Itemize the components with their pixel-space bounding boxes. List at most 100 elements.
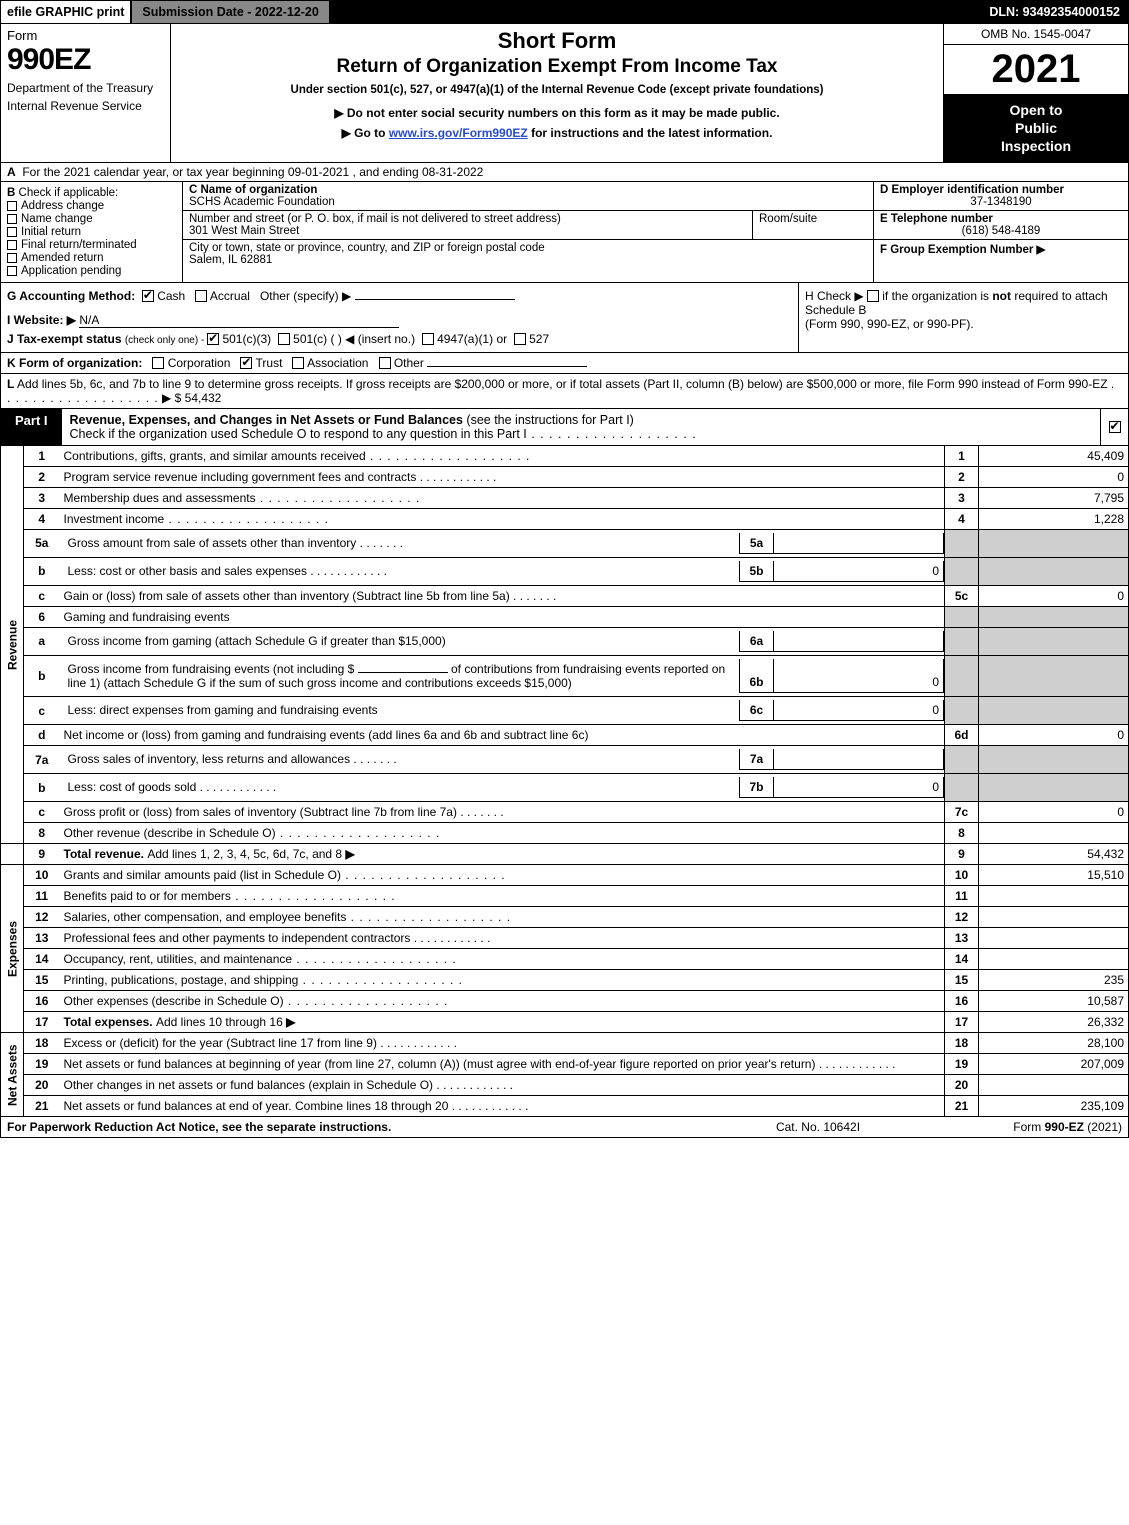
l6b-blank[interactable]	[358, 672, 448, 673]
shade7a	[945, 746, 979, 774]
part1-label: Part I	[1, 409, 62, 445]
a5c: 0	[979, 585, 1129, 606]
part1-check-line: Check if the organization used Schedule …	[70, 427, 527, 441]
d6c: Less: direct expenses from gaming and fu…	[68, 703, 378, 717]
shade7b	[945, 774, 979, 802]
chk-4947[interactable]	[422, 333, 434, 345]
open-3: Inspection	[948, 137, 1124, 155]
open-1: Open to	[948, 101, 1124, 119]
d11: Benefits paid to or for members	[64, 889, 231, 903]
n6a: a	[24, 627, 60, 655]
a11	[979, 886, 1129, 907]
n2: 2	[24, 466, 60, 487]
k-o4: Other	[394, 356, 424, 370]
chk-final-return[interactable]	[7, 240, 17, 250]
submission-date-button[interactable]: Submission Date - 2022-12-20	[130, 1, 330, 23]
chk-trust[interactable]	[240, 357, 252, 369]
omb-number: OMB No. 1545-0047	[944, 24, 1128, 45]
chk-501c[interactable]	[278, 333, 290, 345]
n6d: d	[24, 725, 60, 746]
b20: 20	[945, 1075, 979, 1096]
chk-application-pending[interactable]	[7, 266, 17, 276]
dots13	[410, 931, 490, 945]
chk-h[interactable]	[867, 290, 879, 302]
chk-part1-scho[interactable]	[1109, 421, 1121, 433]
b1: 1	[945, 446, 979, 467]
shade5b-amt	[979, 557, 1129, 585]
sb5a: 5a	[740, 533, 774, 554]
line-6b: b Gross income from fundraising events (…	[1, 655, 1129, 697]
n9: 9	[24, 844, 60, 865]
d7b: Less: cost of goods sold	[68, 780, 197, 794]
dots5a	[356, 536, 403, 550]
line-5c: c Gain or (loss) from sale of assets oth…	[1, 585, 1129, 606]
a21: 235,109	[979, 1096, 1129, 1117]
line-6: 6 Gaming and fundraising events	[1, 606, 1129, 627]
d21: Net assets or fund balances at end of ye…	[64, 1099, 449, 1113]
d9: Add lines 1, 2, 3, 4, 5c, 6d, 7c, and 8	[147, 847, 342, 861]
a17: 26,332	[979, 1012, 1129, 1033]
chk-accrual[interactable]	[195, 290, 207, 302]
line-4: 4 Investment income 4 1,228	[1, 508, 1129, 529]
chk-other-org[interactable]	[379, 357, 391, 369]
n6: 6	[24, 606, 60, 627]
chk-corp[interactable]	[152, 357, 164, 369]
header-left: Form 990EZ Department of the Treasury In…	[1, 24, 171, 162]
dots20	[433, 1078, 513, 1092]
b16: 16	[945, 991, 979, 1012]
dots19	[815, 1057, 895, 1071]
dots4	[164, 512, 329, 526]
b7c: 7c	[945, 802, 979, 823]
header-right: OMB No. 1545-0047 2021 Open to Public In…	[943, 24, 1128, 162]
n10: 10	[24, 865, 60, 886]
row-a-label: A	[7, 165, 16, 179]
g-other-line[interactable]	[355, 299, 515, 300]
dots15	[298, 973, 463, 987]
d6a: Gross income from gaming (attach Schedul…	[68, 634, 446, 648]
sa5b: 0	[774, 561, 944, 582]
room-label: Room/suite	[759, 213, 817, 225]
chk-501c3[interactable]	[207, 333, 219, 345]
chk-assoc[interactable]	[292, 357, 304, 369]
chk-address-change[interactable]	[7, 201, 17, 211]
d-label: D Employer identification number	[880, 184, 1064, 196]
chk-amended-return[interactable]	[7, 253, 17, 263]
irs-link[interactable]: www.irs.gov/Form990EZ	[389, 126, 528, 140]
a4: 1,228	[979, 508, 1129, 529]
chk-initial-return[interactable]	[7, 227, 17, 237]
d13: Professional fees and other payments to …	[64, 931, 411, 945]
a13	[979, 928, 1129, 949]
dots5c	[510, 589, 557, 603]
k-other-line[interactable]	[427, 366, 587, 367]
dots3	[256, 491, 421, 505]
shade7b-amt	[979, 774, 1129, 802]
opt-initial: Initial return	[21, 226, 81, 238]
line-1: Revenue 1 Contributions, gifts, grants, …	[1, 446, 1129, 467]
h-text2: if the organization is	[882, 289, 992, 303]
a20	[979, 1075, 1129, 1096]
header-center: Short Form Return of Organization Exempt…	[171, 24, 943, 162]
part1-header: Part I Revenue, Expenses, and Changes in…	[0, 409, 1129, 446]
header-sub3: ▶ Go to www.irs.gov/Form990EZ for instru…	[177, 126, 937, 140]
chk-cash[interactable]	[142, 290, 154, 302]
tax-year: 2021	[944, 45, 1128, 95]
line-7b: b Less: cost of goods sold 7b 0	[1, 774, 1129, 802]
n11: 11	[24, 886, 60, 907]
a16: 10,587	[979, 991, 1129, 1012]
d8: Other revenue (describe in Schedule O)	[64, 826, 276, 840]
b9: 9	[945, 844, 979, 865]
l-label: L	[7, 377, 14, 391]
sb6b: 6b	[740, 659, 774, 693]
form-990ez-page: efile GRAPHIC print Submission Date - 20…	[0, 0, 1129, 1138]
efile-print-button[interactable]: efile GRAPHIC print	[1, 1, 130, 23]
b6d: 6d	[945, 725, 979, 746]
dots17	[283, 1015, 296, 1029]
a6d: 0	[979, 725, 1129, 746]
chk-name-change[interactable]	[7, 214, 17, 224]
l-amount: 54,432	[185, 391, 222, 405]
a9: 54,432	[979, 844, 1129, 865]
d2: Program service revenue including govern…	[64, 470, 417, 484]
g-accrual: Accrual	[210, 289, 250, 303]
chk-527[interactable]	[514, 333, 526, 345]
line-6a: a Gross income from gaming (attach Sched…	[1, 627, 1129, 655]
